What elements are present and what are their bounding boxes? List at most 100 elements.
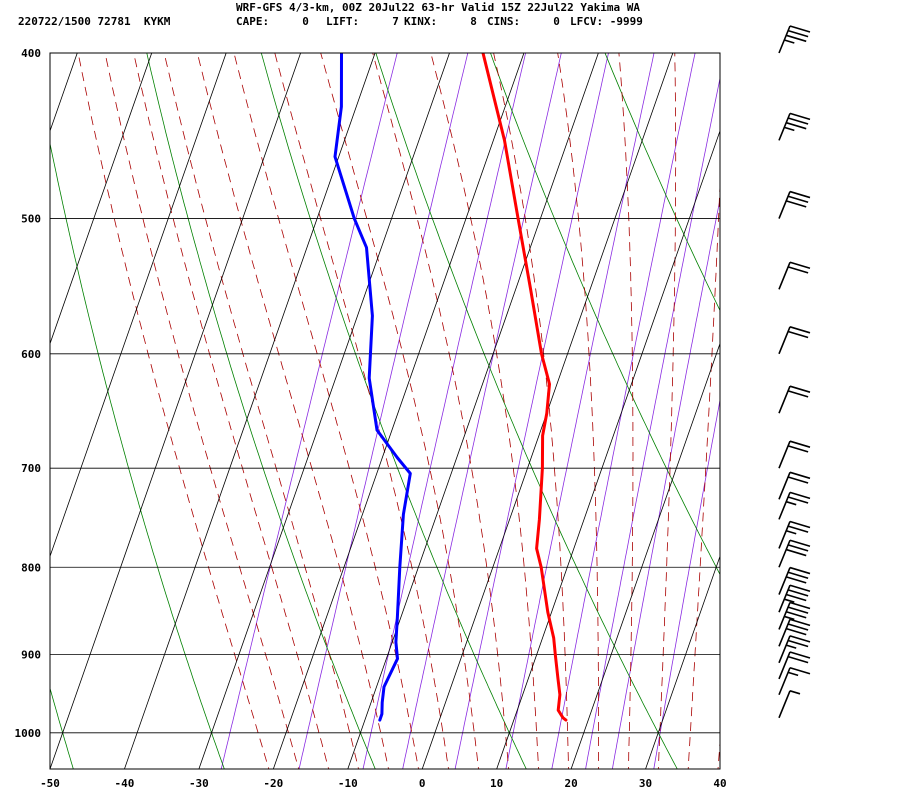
station-info: 220722/1500 72781 KYKM xyxy=(18,15,171,28)
wind-barb-half-flag xyxy=(785,500,797,506)
wind-barb-half-flag xyxy=(785,644,797,649)
wind-barb-flag xyxy=(789,326,811,334)
wind-barb-flag xyxy=(787,476,809,484)
y-tick-label: 800 xyxy=(21,561,41,574)
wind-barb-flag xyxy=(789,385,811,393)
wind-barb-flag xyxy=(787,606,809,614)
moist-adiabat-line xyxy=(717,736,720,769)
isotherm-line xyxy=(347,53,599,769)
isotherm-line xyxy=(570,342,720,769)
wind-barb-flag xyxy=(785,121,807,130)
isotherm-line xyxy=(124,53,376,769)
wind-barb-flag xyxy=(787,589,809,597)
wind-barb-flag xyxy=(789,520,811,529)
wind-barb-flag xyxy=(785,611,807,619)
wind-barb-flag xyxy=(787,445,809,453)
isotherm-line xyxy=(50,53,153,345)
wind-barb-flag xyxy=(789,601,811,610)
isotherm-line xyxy=(50,53,227,558)
mixing-ratio-line xyxy=(585,76,720,769)
wind-barb xyxy=(778,690,801,719)
x-tick-label: 30 xyxy=(639,777,652,790)
mixing-ratio-line xyxy=(362,53,527,769)
x-tick-label: -20 xyxy=(263,777,283,790)
wind-barb-flag xyxy=(789,666,811,675)
k-index: KINX: 8 xyxy=(404,15,477,28)
wind-barb-half-flag xyxy=(787,671,799,677)
mixing-ratio-line xyxy=(653,397,720,769)
wind-barb-flag xyxy=(789,471,811,480)
wind-barb xyxy=(778,584,811,613)
wind-barb-half-flag xyxy=(784,126,795,132)
header: WRF-GFS 4/3-km, 00Z 20Jul22 63-hr Valid … xyxy=(0,0,900,34)
wind-barb xyxy=(778,385,811,414)
isotherm-line xyxy=(198,53,450,769)
wind-barb-flag xyxy=(789,440,811,448)
dry-adiabat-line xyxy=(490,53,720,576)
mixing-ratio-line xyxy=(402,53,562,769)
y-tick-label: 500 xyxy=(21,213,41,226)
wind-barb-flag xyxy=(789,566,811,575)
wind-barb-flag xyxy=(789,190,811,199)
wind-barb-flag xyxy=(787,266,809,274)
isotherm-line xyxy=(0,0,3,769)
x-tick-label: -50 xyxy=(40,777,60,790)
x-tick-label: -10 xyxy=(338,777,358,790)
x-tick-label: 10 xyxy=(490,777,503,790)
mixing-ratio-line xyxy=(505,53,655,769)
wind-barb xyxy=(778,25,811,54)
dry-adiabat-line xyxy=(841,0,900,776)
wind-barb xyxy=(778,539,811,568)
wind-barb-flag xyxy=(785,627,807,636)
profiles xyxy=(333,53,568,722)
y-tick-label: 700 xyxy=(21,462,41,475)
wind-barb-flag xyxy=(789,491,811,500)
wind-barb-flag xyxy=(785,200,807,208)
wind-barb xyxy=(778,635,811,664)
wind-barb-flag xyxy=(787,496,809,504)
x-tick-label: -40 xyxy=(115,777,135,790)
x-tick-label: 20 xyxy=(564,777,577,790)
moist-adiabat-line xyxy=(687,175,720,769)
wind-barbs xyxy=(778,25,811,719)
moist-adiabat-line xyxy=(430,53,539,769)
cape-index: CAPE: 0 xyxy=(236,15,309,28)
moist-adiabat-line xyxy=(618,53,634,769)
wind-barb-flag xyxy=(787,525,809,533)
wind-barb-flag xyxy=(785,593,807,602)
wind-barb-flag xyxy=(787,29,809,38)
dry-adiabat-line xyxy=(736,0,900,776)
moist-adiabat-line xyxy=(657,53,677,769)
wind-barb xyxy=(778,440,811,469)
wind-barb-flag xyxy=(789,618,811,627)
lfcv-index: LFCV: -9999 xyxy=(570,15,643,28)
mixing-ratio-line xyxy=(298,53,469,769)
wind-barb xyxy=(778,261,811,290)
y-tick-label: 400 xyxy=(21,47,41,60)
thermodynamic-grid xyxy=(0,0,900,776)
wind-barb-flag xyxy=(789,584,811,592)
moist-adiabat-line xyxy=(372,53,509,769)
wind-barb-flag xyxy=(789,651,811,659)
moist-adiabat-line xyxy=(493,53,569,769)
wind-barb-flag xyxy=(789,635,811,643)
isotherm-line xyxy=(421,53,674,769)
moist-adiabat-line xyxy=(320,53,479,769)
wind-barb-half-flag xyxy=(785,530,797,535)
wind-barb-half-flag xyxy=(789,690,801,695)
x-tick-label: 0 xyxy=(419,777,426,790)
mixing-ratio-line xyxy=(611,197,720,769)
wind-barb-half-flag xyxy=(784,39,795,44)
mixing-ratio-line xyxy=(551,53,696,769)
cins-index: CINS: 0 xyxy=(487,15,560,28)
wind-barb-flag xyxy=(789,112,811,121)
moist-adiabat-line xyxy=(133,53,330,769)
wind-barb-flag xyxy=(785,576,807,584)
temperature-profile-line xyxy=(481,53,568,722)
wind-barb xyxy=(778,601,811,630)
moist-adiabat-line xyxy=(233,53,419,769)
wind-barb-flag xyxy=(785,34,807,43)
dry-adiabat-line xyxy=(146,53,376,769)
isotherm-line xyxy=(719,767,720,769)
